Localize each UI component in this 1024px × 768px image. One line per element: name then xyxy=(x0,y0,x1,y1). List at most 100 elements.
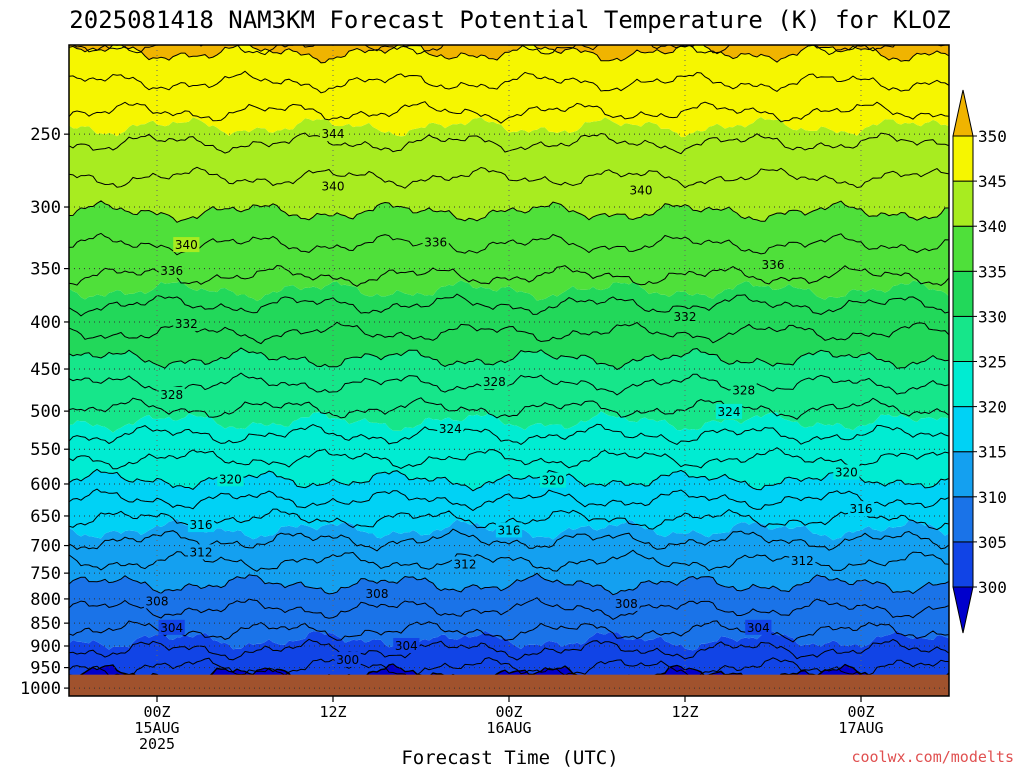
colorbar-segment-320 xyxy=(952,361,974,408)
y-tick-label: 700 xyxy=(30,537,61,557)
y-tick-label: 450 xyxy=(30,360,61,380)
contour-label-bg xyxy=(173,315,200,331)
colorbar-tick-label: 345 xyxy=(978,172,1007,191)
contour-label-bg xyxy=(422,234,449,250)
contour-310 xyxy=(69,572,949,596)
contour-label-304: 304 xyxy=(747,621,770,635)
colorbar-segment-345 xyxy=(952,135,974,182)
contour-label-bg xyxy=(715,403,743,419)
contour-label-328: 328 xyxy=(483,375,506,389)
contour-label-324: 324 xyxy=(439,422,462,436)
contour-label-bg xyxy=(393,637,420,653)
contour-label-bg xyxy=(833,464,860,480)
contour-314 xyxy=(69,528,949,552)
contour-346 xyxy=(69,101,949,124)
band-350-355 xyxy=(69,45,949,63)
contour-label-320: 320 xyxy=(542,474,565,488)
band-310-315 xyxy=(69,518,949,595)
contour-320 xyxy=(69,468,949,492)
contour-label-312: 312 xyxy=(454,558,477,572)
colorbar: 300 305 310 315 320 325 330 335 340 345 350 xyxy=(952,89,1007,634)
contour-label-bg xyxy=(745,619,772,635)
colorbar-segment-310 xyxy=(952,451,974,498)
contour-label-bg xyxy=(187,517,215,533)
chart-title: 2025081418 NAM3KM Forecast Potential Tem… xyxy=(69,6,950,34)
colorbar-segment-300 xyxy=(952,541,974,588)
x-tick-label: 00Z xyxy=(495,703,522,721)
y-tick-label: 650 xyxy=(30,507,61,527)
grid-lines xyxy=(69,45,949,696)
contour-label-bg xyxy=(143,593,171,609)
contour-label-344: 344 xyxy=(322,127,345,141)
contour-label-bg xyxy=(495,522,523,538)
contour-label-bg xyxy=(437,421,464,437)
x-tick-label: 00Z xyxy=(847,703,874,721)
band-330-335 xyxy=(69,280,949,370)
credit-link[interactable]: coolwx.com/modelts xyxy=(851,748,1014,766)
contour-label-bg xyxy=(319,178,347,194)
contour-label-bg xyxy=(759,257,787,273)
contour-300 xyxy=(69,663,949,686)
colorbar-segment-335 xyxy=(952,225,974,272)
contour-label-320: 320 xyxy=(835,465,858,479)
colorbar-tick-label: 335 xyxy=(978,262,1007,281)
contour-label-bg xyxy=(187,544,215,560)
contour-326 xyxy=(69,397,949,420)
band-345-350 xyxy=(69,45,949,138)
x-tick-label: 15AUG xyxy=(134,719,179,737)
contour-label-300: 300 xyxy=(336,653,359,667)
contour-340 xyxy=(69,200,949,223)
contour-label-328: 328 xyxy=(732,384,755,398)
contour-label-bg xyxy=(671,308,699,324)
y-tick-label: 750 xyxy=(30,564,61,584)
colorbar-segment-315 xyxy=(952,406,974,453)
contour-label-304: 304 xyxy=(395,639,418,653)
contour-label-308: 308 xyxy=(146,594,169,608)
x-tick-label: 00Z xyxy=(143,703,170,721)
plot-area: 344 340 340 340 336 336 336 332 332 328 328 328 324 3… xyxy=(69,45,949,696)
x-tick-label: 12Z xyxy=(671,703,698,721)
colorbar-min-arrow xyxy=(952,586,974,634)
y-tick-label: 500 xyxy=(30,402,61,422)
band-300-305 xyxy=(69,630,949,685)
contour-label-320: 320 xyxy=(219,472,242,486)
contour-label-316: 316 xyxy=(498,523,521,537)
x-tick-label: 12Z xyxy=(319,703,346,721)
contour-label-bg xyxy=(319,126,347,142)
contour-label-bg xyxy=(730,382,757,398)
contour-322 xyxy=(69,447,949,470)
y-tick-label: 350 xyxy=(30,260,61,280)
band-305-310 xyxy=(69,573,949,651)
contour-label-340: 340 xyxy=(322,180,345,194)
contour-label-328: 328 xyxy=(160,388,183,402)
colorbar-tick-label: 305 xyxy=(978,533,1007,552)
contour-label-336: 336 xyxy=(160,264,183,278)
contour-338 xyxy=(69,232,949,256)
colorbar-segment-325 xyxy=(952,315,974,362)
y-tick-label: 300 xyxy=(30,198,61,218)
contour-label-312: 312 xyxy=(791,554,814,568)
contour-label-bg xyxy=(158,262,185,278)
x-tick-label: 16AUG xyxy=(486,719,531,737)
contour-label-bg xyxy=(451,556,479,572)
contour-label-bg xyxy=(613,595,640,611)
colorbar-tick-label: 350 xyxy=(978,127,1007,146)
contour-labels: 344 340 340 340 336 336 336 332 332 328 328 328 324 3… xyxy=(143,126,875,667)
contour-label-308: 308 xyxy=(615,597,638,611)
y-axis-ticks: 250 300 350 400 450 500 550 600 650 700 750 800 850 9… xyxy=(20,125,69,699)
colorbar-tick-label: 320 xyxy=(978,398,1007,417)
contour-label-332: 332 xyxy=(175,317,198,331)
contour-334 xyxy=(69,293,949,317)
contour-label-316: 316 xyxy=(850,502,873,516)
colorbar-segment-305 xyxy=(952,496,974,543)
y-tick-label: 950 xyxy=(30,659,61,679)
y-tick-label: 400 xyxy=(30,313,61,333)
contour-348 xyxy=(69,70,949,94)
contour-label-308: 308 xyxy=(366,587,389,601)
contour-label-332: 332 xyxy=(674,310,697,324)
y-tick-label: 800 xyxy=(30,590,61,610)
contour-label-bg xyxy=(627,182,655,198)
contour-label-bg xyxy=(217,471,244,487)
